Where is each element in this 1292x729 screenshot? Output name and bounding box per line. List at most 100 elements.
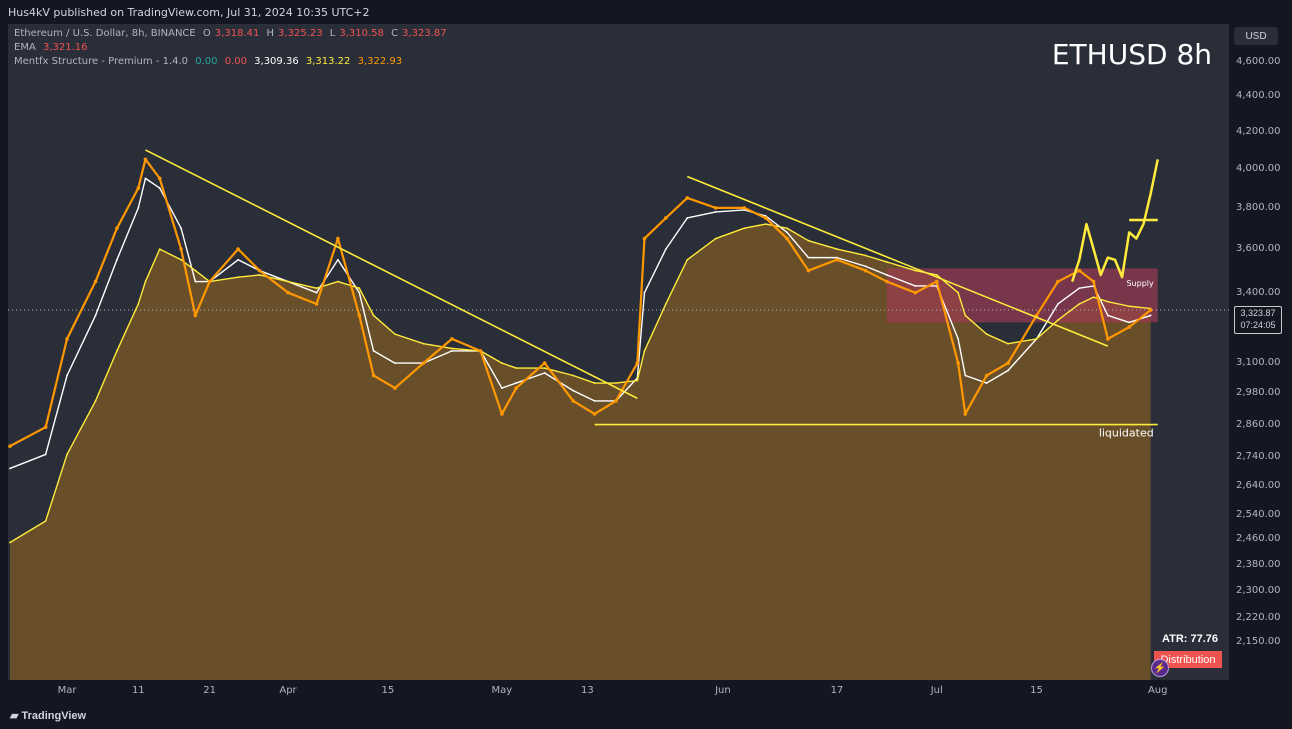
y-tick-label: 4,000.00 xyxy=(1236,162,1281,174)
price-line-point xyxy=(478,349,483,353)
y-tick-label: 3,800.00 xyxy=(1236,201,1281,213)
slow-ema-line-point xyxy=(1106,300,1109,303)
price-line-point xyxy=(885,279,889,284)
price-axis[interactable] xyxy=(1229,24,1283,680)
fast-ema-line-point xyxy=(394,362,396,364)
slow-ema-line-point xyxy=(44,520,47,522)
symbol-name[interactable]: Ethereum / U.S. Dollar, 8h, BINANCE xyxy=(14,28,196,39)
fast-ema-line-point xyxy=(515,382,518,384)
trendline-1 xyxy=(145,149,638,400)
fast-ema-line-point xyxy=(315,291,318,294)
slow-ema-line-point xyxy=(764,223,767,226)
slow-ema-line-point xyxy=(572,374,575,377)
supply-zone xyxy=(886,268,1158,323)
time-axis[interactable] xyxy=(8,680,1229,700)
slow-ema-line-point xyxy=(394,333,396,336)
price-line-point xyxy=(642,236,647,241)
y-tick-label: 2,540.00 xyxy=(1236,508,1281,520)
legend-indicator[interactable]: Mentfx Structure - Premium - 1.4.0 0.00 … xyxy=(14,56,406,67)
tradingview-logo[interactable]: ▰ TradingView xyxy=(10,709,86,722)
y-tick-label: 2,640.00 xyxy=(1236,479,1281,491)
price-line-point xyxy=(713,206,718,210)
top-bar: Hus4kV published on TradingView.com, Jul… xyxy=(0,0,1292,24)
y-tick-label: 2,460.00 xyxy=(1236,533,1281,545)
slow-ema-line-point xyxy=(786,227,788,230)
slow-ema-line-point xyxy=(743,227,746,230)
y-tick-label: 2,220.00 xyxy=(1236,611,1281,623)
price-line-point xyxy=(136,186,141,190)
price-line-point xyxy=(963,412,968,416)
slow-ema-line-point xyxy=(1092,296,1095,299)
price-line-point xyxy=(65,337,69,341)
slow-ema-line-point xyxy=(686,258,689,261)
x-tick-label: 15 xyxy=(381,685,395,696)
footer xyxy=(0,700,1292,729)
fast-ema-line-point xyxy=(593,400,596,402)
y-tick-label: 4,400.00 xyxy=(1236,90,1281,102)
fast-ema-line-point xyxy=(807,256,810,259)
slow-ema-line-point xyxy=(515,367,518,369)
price-line-point xyxy=(179,247,183,251)
slow-ema-line-point xyxy=(358,287,361,290)
slow-ema-line-point xyxy=(137,303,140,305)
fast-ema-line-point xyxy=(66,374,68,377)
slow-ema-line-point xyxy=(636,379,639,382)
price-line-point xyxy=(357,313,362,318)
fast-ema-line-point xyxy=(714,211,717,213)
y-tick-label: 4,600.00 xyxy=(1236,56,1281,68)
slow-ema-line-point xyxy=(180,258,182,261)
atr-label: ATR: 77.76 xyxy=(1162,633,1219,645)
price-line-point xyxy=(1127,325,1132,329)
price-line-point xyxy=(236,247,240,251)
slow-ema-line-point xyxy=(1128,305,1131,308)
currency-button[interactable]: USD xyxy=(1234,27,1278,45)
fast-ema-line-point xyxy=(964,374,967,377)
price-line-point xyxy=(763,216,768,220)
flash-icon[interactable]: ⚡ xyxy=(1151,659,1169,677)
price-line-point xyxy=(336,236,340,241)
slow-ema-line-point xyxy=(422,342,425,345)
fast-ema-line-point xyxy=(957,337,960,340)
slow-ema-line-point xyxy=(964,314,967,317)
price-line-point xyxy=(1006,361,1010,365)
fast-ema-line-point xyxy=(451,350,453,352)
ema-value: 3,321.16 xyxy=(42,42,88,53)
fast-ema-line-point xyxy=(144,177,147,180)
fast-ema-line-point xyxy=(664,248,667,251)
low-label: L xyxy=(329,28,336,39)
fast-ema-line-point xyxy=(137,206,140,209)
y-tick-label: 2,150.00 xyxy=(1236,636,1281,648)
slow-ema-line-point xyxy=(194,269,197,272)
slow-ema-line-point xyxy=(258,274,261,276)
price-line-point xyxy=(614,399,618,403)
published-info: Hus4kV published on TradingView.com, Jul… xyxy=(8,6,370,19)
close-label: C xyxy=(391,28,399,39)
price-line-point xyxy=(314,302,319,306)
ema-area-fill xyxy=(10,224,1151,681)
price-line-point xyxy=(956,361,960,365)
indicator-value-5: 3,322.93 xyxy=(357,56,403,67)
slow-ema-line-point xyxy=(957,291,960,294)
slow-ema-line-point xyxy=(885,261,888,263)
price-line-point xyxy=(371,373,376,378)
price-line-point xyxy=(421,361,426,365)
tv-logo-text: TradingView xyxy=(21,710,87,722)
price-line-point xyxy=(785,236,789,241)
fast-ema-line-point xyxy=(116,258,118,261)
x-tick-label: 13 xyxy=(581,685,594,696)
slow-ema-line-point xyxy=(1007,342,1009,345)
chart-title: ETHUSD 8h xyxy=(1051,38,1212,71)
slow-ema-line-point xyxy=(337,280,339,283)
slow-ema-line-point xyxy=(615,382,617,384)
price-line-point xyxy=(635,361,640,365)
high-label: H xyxy=(266,28,275,39)
legend-ema[interactable]: EMA 3,321.16 xyxy=(14,42,92,53)
fast-ema-line-point xyxy=(237,258,240,261)
slow-ema-line-point xyxy=(500,362,503,364)
low-value: 3,310.58 xyxy=(339,28,384,39)
y-tick-label: 3,400.00 xyxy=(1236,286,1281,298)
slow-ema-line-point xyxy=(66,453,68,456)
fast-ema-line-point xyxy=(1078,287,1081,290)
x-tick-label: Aug xyxy=(1147,685,1168,696)
